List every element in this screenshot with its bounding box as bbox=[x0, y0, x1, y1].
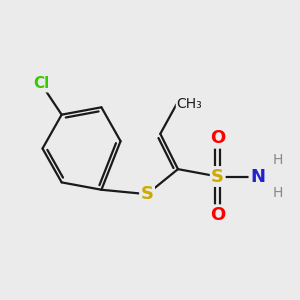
Text: Cl: Cl bbox=[33, 76, 49, 91]
Text: S: S bbox=[211, 167, 224, 185]
Text: O: O bbox=[210, 129, 225, 147]
Text: N: N bbox=[250, 167, 265, 185]
Text: O: O bbox=[210, 206, 225, 224]
Text: H: H bbox=[273, 186, 283, 200]
Text: CH₃: CH₃ bbox=[176, 98, 202, 111]
Text: S: S bbox=[141, 185, 154, 203]
Text: H: H bbox=[273, 153, 283, 167]
